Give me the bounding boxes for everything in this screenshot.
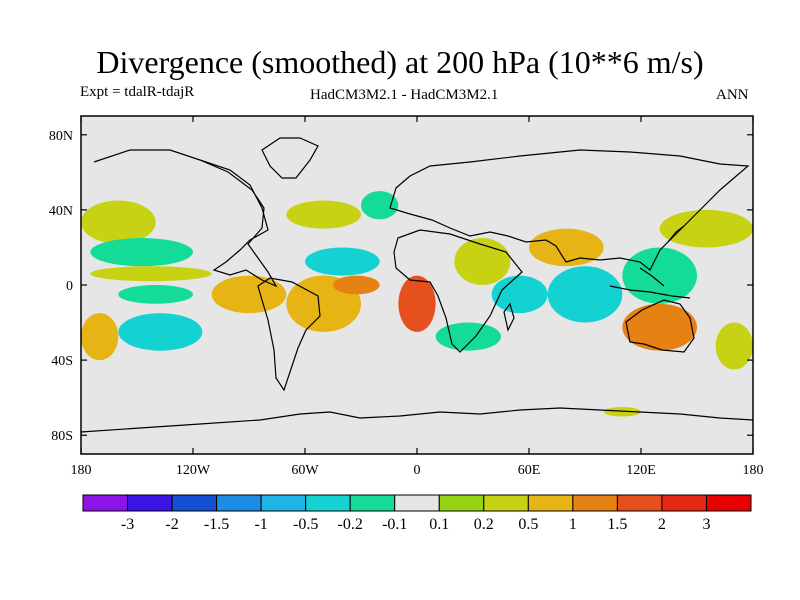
colorbar-swatch: [260, 494, 307, 512]
experiment-label: Expt = tdalR-tdajR: [80, 84, 195, 100]
colorbar-swatch: [705, 494, 752, 512]
lon-tick-label: 60E: [518, 463, 541, 478]
field-pacific-20n: [90, 238, 193, 267]
colorbar-label: -0.1: [382, 516, 407, 533]
colorbar-swatch: [216, 494, 262, 512]
colorbar-swatch: [616, 494, 663, 512]
colorbar-label: 1: [569, 516, 577, 533]
colorbar-swatch: [483, 494, 529, 512]
field-antarctic-patch: [603, 407, 641, 417]
colorbar-swatch: [661, 494, 707, 512]
coast-north-america: [93, 149, 278, 288]
field-pacific-eq: [118, 285, 193, 304]
coast-japan: [667, 225, 685, 243]
coast-greenland: [261, 137, 319, 179]
colorbar-swatch: [127, 494, 173, 512]
coast-antarctica: [81, 407, 753, 433]
field-gulf-guinea: [398, 275, 436, 332]
colorbar-label: -1.5: [204, 516, 229, 533]
lon-tick-label: 120E: [626, 463, 656, 478]
field-n-pacific-west: [81, 200, 156, 244]
coast-africa: [393, 229, 523, 353]
colorbar-label: 2: [658, 516, 666, 533]
colorbar-swatch: [527, 494, 574, 512]
field-pacific-5n: [90, 266, 212, 282]
colorbar-label: 0.2: [474, 516, 494, 533]
coastlines: [81, 137, 753, 433]
field-indian-w: [491, 275, 548, 314]
field-s-atlantic: [435, 322, 502, 351]
colorbar-label: 3: [702, 516, 710, 533]
field-india: [529, 228, 604, 267]
field-africa-n: [454, 238, 511, 285]
field-s-pacific-west: [81, 313, 119, 361]
lon-tick-label: 120W: [176, 463, 211, 478]
map-title: Divergence (smoothed) at 200 hPa (10**6 …: [96, 44, 704, 80]
lat-tick-label: 80S: [51, 429, 73, 444]
field-nw-pacific: [659, 209, 753, 248]
coast-europe-asia: [389, 149, 750, 271]
colorbar-label: 0.1: [429, 516, 449, 533]
season-label: ANN: [716, 87, 749, 103]
axis-ticks: [80, 116, 754, 454]
colorbar-swatch: [438, 494, 485, 512]
coast-madagascar: [503, 302, 515, 332]
model-label: HadCM3M2.1 - HadCM3M2.1: [310, 87, 499, 103]
coast-south-america: [257, 277, 321, 392]
field-n-eurasia: [361, 191, 399, 220]
colorbar-label: -0.2: [338, 516, 363, 533]
coast-australia: [625, 299, 695, 353]
field-australia: [622, 303, 698, 351]
lon-tick-label: 60W: [291, 463, 319, 478]
colorbar-label: -3: [121, 516, 134, 533]
colorbar-label: 0.5: [518, 516, 538, 533]
colorbar: -3 -2 -1.5 -1 -0.5 -0.2 -0.1 0.1 0.2 0.5 1 1.5 2 3: [82, 494, 752, 533]
field-w-pacific: [622, 247, 698, 304]
colorbar-swatch: [394, 494, 440, 512]
field-indian-e: [547, 266, 623, 323]
lon-tick-label: 0: [414, 463, 421, 478]
colorbar-label: -0.5: [293, 516, 318, 533]
lat-tick-label: 40S: [51, 354, 73, 369]
lat-tick-label: 40N: [49, 204, 73, 219]
colorbar-swatch: [305, 494, 351, 512]
field-atlantic-sub: [333, 275, 380, 295]
coast-indonesia: [609, 267, 691, 299]
colorbar-swatch: [82, 494, 129, 512]
field-s-pacific-east: [715, 322, 753, 370]
lat-tick-label: 80N: [49, 129, 73, 144]
colorbar-label: -2: [165, 516, 178, 533]
field-n-atlantic: [286, 200, 361, 229]
lat-tick-label: 0: [66, 279, 73, 294]
lon-tick-label: 180: [743, 463, 764, 478]
colorbar-label: -1: [254, 516, 267, 533]
field-trop-atlantic-n: [305, 247, 380, 276]
field-e-pacific-trop: [211, 275, 287, 314]
colorbar-label: 1.5: [607, 516, 627, 533]
lon-tick-label: 180: [71, 463, 92, 478]
divergence-fields: [81, 191, 753, 417]
colorbar-swatch: [171, 494, 218, 512]
field-s-pacific-cyan: [118, 313, 203, 351]
colorbar-swatch: [349, 494, 396, 512]
colorbar-swatch: [572, 494, 618, 512]
axis-labels: 180 120W 60W 0 60E 120E 180 80N 40N 0 40S 80S: [49, 129, 764, 478]
